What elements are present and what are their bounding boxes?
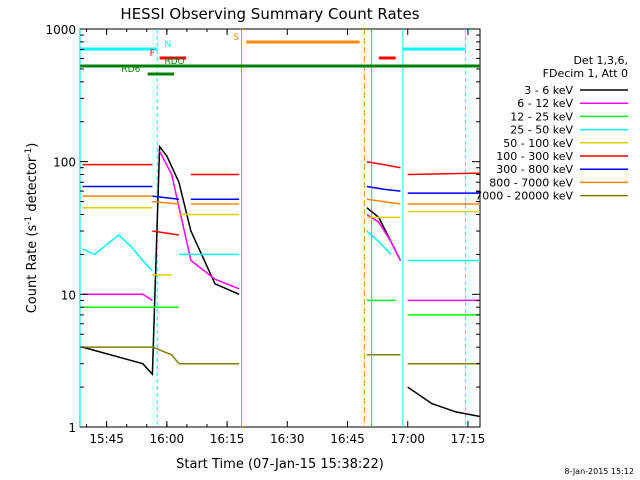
series-1-segment-0 bbox=[82, 293, 153, 302]
series-7-segment-1 bbox=[152, 200, 179, 205]
series-1-segment-1 bbox=[158, 150, 240, 290]
series-5-segment-1 bbox=[152, 230, 180, 236]
y-axis-label-mid: detector bbox=[25, 156, 40, 216]
flags-layer: NF RDO RD6 S bbox=[80, 33, 480, 76]
x-tick-label-5: 17:00 bbox=[390, 432, 425, 446]
series-1-segment-2 bbox=[366, 213, 402, 261]
series-0-segment-0 bbox=[82, 144, 240, 377]
axis-ticks: 15:45 16:00 16:15 16:30 16:45 17:00 17:15 1 10 10… bbox=[45, 23, 485, 446]
flag-label-4: S bbox=[233, 33, 239, 43]
y-axis-label-sup2: -1 bbox=[24, 148, 34, 157]
legend-entry-label-6: 300 - 800 keV bbox=[496, 163, 573, 176]
y-axis-label: Count Rate (s-1 detector-1) bbox=[24, 143, 40, 314]
series-3-segment-2 bbox=[366, 230, 392, 255]
flag-label-2: RDO bbox=[164, 57, 184, 67]
flag-label-0: N bbox=[164, 40, 171, 50]
plot-frame bbox=[79, 28, 481, 428]
legend-entry-label-4: 50 - 100 keV bbox=[503, 137, 573, 150]
x-tick-label-2: 16:15 bbox=[210, 432, 245, 446]
legend-entry-label-3: 25 - 50 keV bbox=[510, 124, 573, 137]
legend-entry-label-7: 800 - 7000 keV bbox=[489, 176, 573, 189]
series-7-segment-3 bbox=[366, 198, 401, 205]
legend-entry-label-8: 7000 - 20000 keV bbox=[475, 190, 573, 203]
series-3-segment-0 bbox=[82, 234, 153, 272]
series-5-segment-4 bbox=[407, 172, 481, 176]
series-5-segment-3 bbox=[366, 160, 401, 169]
y-tick-label-2: 100 bbox=[53, 156, 76, 170]
legend-header-line2: FDecim 1, Att 0 bbox=[543, 67, 628, 80]
series-0-segment-2 bbox=[407, 386, 481, 418]
legend-entry-label-1: 6 - 12 keV bbox=[517, 97, 573, 110]
observing-intervals bbox=[79, 29, 467, 427]
x-axis-label: Start Time (07-Jan-15 15:38:22) bbox=[176, 457, 384, 472]
flag-label-1: F bbox=[150, 49, 155, 59]
y-axis-label-end: ) bbox=[25, 143, 40, 148]
y-axis-label-main: Count Rate (s bbox=[25, 225, 40, 314]
date-stamp: 8-Jan-2015 15:12 bbox=[564, 467, 634, 476]
chart-title: HESSI Observing Summary Count Rates bbox=[120, 5, 419, 23]
series-6-segment-3 bbox=[366, 185, 401, 192]
y-tick-label-0: 1 bbox=[68, 421, 76, 435]
series-8-segment-1 bbox=[152, 346, 180, 365]
flag-label-3: RD6 bbox=[121, 65, 140, 75]
y-tick-label-1: 10 bbox=[61, 288, 76, 302]
x-tick-label-3: 16:30 bbox=[270, 432, 305, 446]
legend-entry-label-2: 12 - 25 keV bbox=[510, 110, 573, 123]
series-6-segment-1 bbox=[152, 195, 179, 201]
legend-entry-label-0: 3 - 6 keV bbox=[524, 84, 573, 97]
legend-header-line1: Det 1,3,6, bbox=[573, 54, 628, 67]
y-axis-label-sup1: -1 bbox=[24, 216, 34, 225]
legend-entry-label-5: 100 - 300 keV bbox=[496, 150, 573, 163]
x-tick-label-0: 15:45 bbox=[89, 432, 124, 446]
y-tick-label-3: 1000 bbox=[45, 23, 76, 37]
series-layer bbox=[82, 144, 481, 418]
plot-area bbox=[79, 28, 481, 428]
x-tick-label-6: 17:15 bbox=[451, 432, 486, 446]
x-tick-label-1: 16:00 bbox=[150, 432, 185, 446]
x-tick-label-4: 16:45 bbox=[330, 432, 365, 446]
